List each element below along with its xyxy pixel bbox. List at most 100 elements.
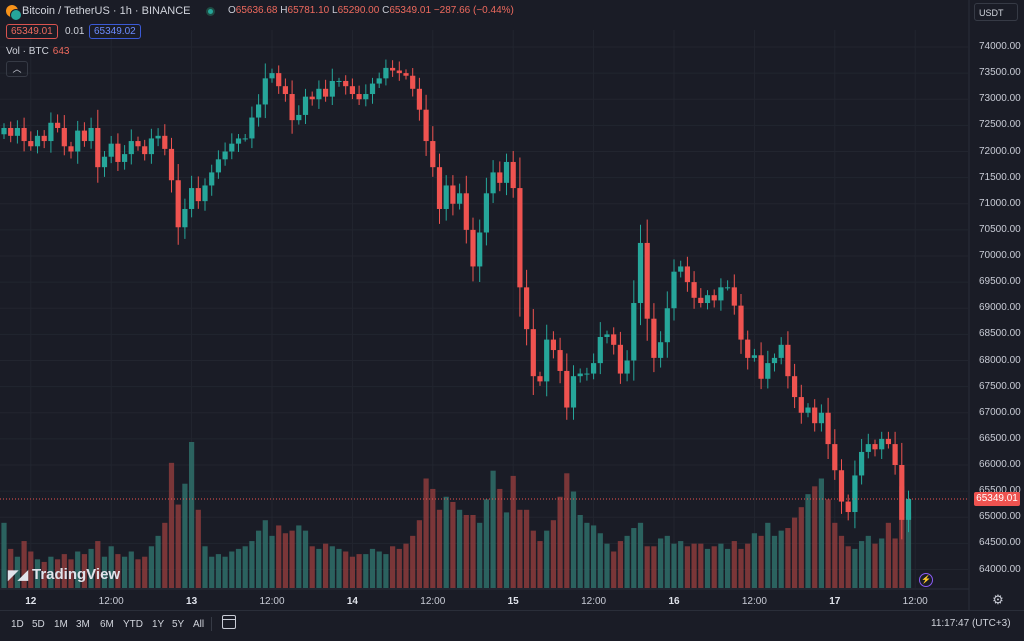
range-all-button[interactable]: All	[193, 619, 205, 630]
candle-body	[21, 127, 27, 142]
candle-body	[329, 80, 335, 97]
close-value: 65349.01	[389, 5, 432, 16]
volume-bar	[644, 546, 650, 588]
volume-bar	[838, 535, 845, 588]
price-tick-label: 71500.00	[979, 171, 1021, 183]
price-tick-label: 65000.00	[979, 511, 1021, 523]
volume-bar	[316, 548, 322, 588]
candle-body	[349, 86, 355, 95]
candle-body	[530, 329, 536, 377]
volume-bar	[249, 541, 255, 588]
range-1y-button[interactable]: 1Y	[152, 619, 165, 630]
volume-bar	[128, 551, 134, 588]
candle-body	[68, 146, 74, 152]
range-3m-button[interactable]: 3M	[76, 619, 90, 630]
volume-bar	[302, 530, 309, 588]
price-tick-label: 64500.00	[979, 537, 1021, 549]
candle-body	[403, 73, 409, 76]
candle-body	[8, 127, 14, 136]
candle-body	[691, 282, 697, 298]
candle-body	[637, 242, 644, 304]
tradingview-logo-text: TradingView	[32, 566, 121, 583]
candle-body	[215, 159, 221, 173]
candle-body	[617, 344, 623, 374]
volume-bar	[483, 499, 489, 588]
range-6m-button[interactable]: 6M	[100, 619, 114, 630]
candle-body	[812, 407, 818, 424]
clock-timezone[interactable]: 11:17:47 (UTC+3)	[931, 618, 1011, 629]
candle-body	[671, 271, 677, 309]
volume-bar	[738, 548, 744, 588]
volume-bar	[577, 515, 583, 588]
candle-body	[383, 67, 389, 79]
range-ytd-button[interactable]: YTD	[123, 619, 143, 630]
candle-body	[75, 130, 81, 152]
candle-body	[805, 407, 811, 413]
volume-bar	[336, 548, 342, 588]
volume-bar	[684, 546, 690, 588]
candle-body	[658, 342, 664, 358]
lightning-icon[interactable]: ⚡	[919, 573, 933, 587]
candle-body	[95, 127, 101, 168]
candle-body	[905, 498, 912, 520]
candle-body	[597, 336, 603, 364]
volume-bar	[765, 522, 771, 588]
sell-price-button[interactable]: 65349.01	[6, 24, 58, 39]
candle-body	[376, 78, 382, 84]
collapse-legend-icon[interactable]: ︿	[6, 61, 28, 77]
range-5y-button[interactable]: 5Y	[172, 619, 185, 630]
symbol-title[interactable]: Bitcoin / TetherUS · 1h · BINANCE	[22, 5, 191, 17]
volume-bar	[591, 525, 597, 588]
time-tick-label: 13	[186, 596, 198, 607]
volume-bar	[256, 530, 262, 588]
volume-bar	[282, 533, 288, 588]
volume-bar	[289, 530, 295, 588]
candle-body	[457, 193, 463, 204]
candle-body	[209, 172, 215, 186]
volume-bar	[215, 554, 221, 588]
volume-bar	[376, 551, 382, 588]
volume-bar	[885, 522, 891, 588]
volume-bar	[383, 554, 389, 588]
volume-bar	[785, 528, 791, 588]
range-5d-button[interactable]: 5D	[32, 619, 45, 630]
market-status-icon[interactable]	[206, 7, 215, 16]
volume-value: 643	[52, 46, 70, 57]
ohlc-legend: O65636.68 H65781.10 L65290.00 C65349.01 …	[228, 5, 514, 16]
volume-bar	[222, 556, 228, 588]
tradingview-logo[interactable]: ◤◢ TradingView	[8, 566, 120, 583]
candle-body	[48, 122, 54, 142]
volume-bar	[329, 546, 335, 588]
change-value: −287.66 (−0.44%)	[433, 5, 514, 16]
price-tick-label: 70000.00	[979, 250, 1021, 261]
volume-bar	[356, 554, 362, 588]
candle-body	[450, 185, 456, 204]
volume-bar	[410, 535, 416, 588]
volume-bar	[430, 488, 436, 588]
volume-legend[interactable]: Vol · BTC 643	[6, 46, 69, 57]
calendar-icon[interactable]	[222, 615, 236, 629]
candle-body	[470, 229, 476, 267]
time-tick-label: 16	[668, 596, 680, 607]
buy-price-button[interactable]: 65349.02	[89, 24, 141, 39]
volume-bar	[296, 525, 302, 588]
candle-body	[463, 193, 469, 230]
volume-bar	[61, 554, 67, 588]
settings-gear-icon[interactable]: ⚙	[992, 592, 1004, 607]
volume-bar	[510, 475, 516, 588]
price-tick-label: 66500.00	[979, 432, 1021, 444]
candle-body	[135, 141, 141, 147]
range-1m-button[interactable]: 1M	[54, 619, 68, 630]
currency-selector[interactable]: USDT	[974, 3, 1018, 21]
price-tick-label: 66000.00	[979, 459, 1021, 470]
candle-body	[410, 75, 416, 89]
candle-body	[785, 344, 791, 377]
candle-body	[892, 444, 898, 465]
range-1d-button[interactable]: 1D	[11, 619, 24, 630]
volume-bar	[95, 541, 101, 588]
candle-body	[195, 188, 201, 202]
candle-body	[745, 339, 751, 358]
candle-body	[798, 397, 804, 413]
candle-body	[115, 143, 121, 162]
